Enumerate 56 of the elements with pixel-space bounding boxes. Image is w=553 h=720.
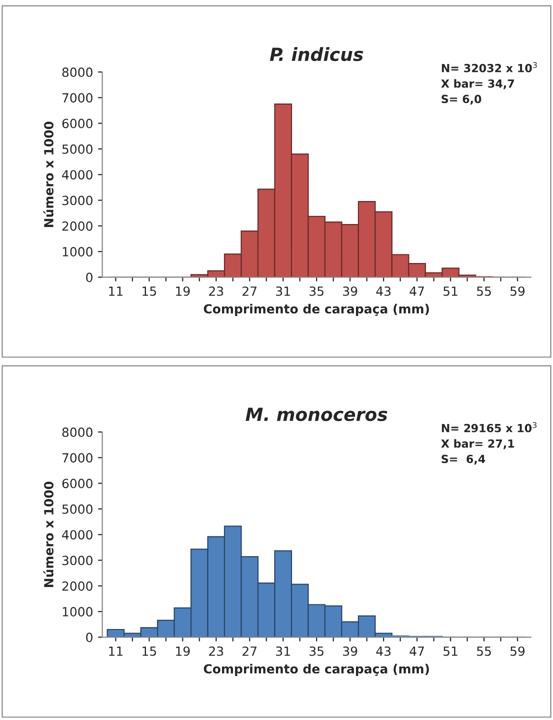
x-tick-label: 39	[343, 286, 358, 296]
annotation: N= 32032 x 10$^{3}$	[442, 62, 537, 72]
x-tick-label: 23	[209, 646, 224, 656]
y-tick-label: 0	[86, 632, 92, 642]
x-tick-label: 31	[276, 646, 290, 656]
y-axis-title: Número x 1000	[43, 122, 54, 228]
chart-title: P. indicus	[270, 47, 364, 62]
x-tick-label: 51	[444, 646, 458, 656]
x-axis-title: Comprimento de carapaça (mm)	[204, 664, 429, 676]
y-tick-label: 2000	[62, 221, 92, 231]
y-tick-label: 7000	[62, 93, 92, 103]
y-tick-label: 3000	[62, 196, 92, 206]
x-tick-label: 23	[209, 286, 224, 296]
x-tick-label: 59	[510, 646, 525, 656]
x-tick-label: 55	[477, 646, 491, 656]
y-tick-label: 8000	[62, 427, 92, 437]
x-tick-label: 51	[444, 286, 458, 296]
annotation: X bar= 27,1	[441, 439, 514, 450]
x-axis-title: Comprimento de carapaça (mm)	[204, 304, 429, 316]
x-tick-label: 39	[343, 646, 358, 656]
y-tick-label: 5000	[62, 504, 92, 514]
x-tick-label: 15	[142, 286, 156, 296]
x-tick-label: 47	[410, 646, 424, 656]
y-tick-label: 5000	[62, 144, 92, 154]
x-tick-label: 19	[176, 286, 190, 296]
x-tick-label: 35	[310, 646, 324, 656]
x-tick-label: 47	[410, 286, 424, 296]
x-tick-label: 27	[242, 646, 257, 656]
y-tick-label: 0	[86, 272, 92, 282]
y-tick-label: 7000	[62, 453, 92, 463]
annotation: N= 29165 x 10$^{3}$	[442, 422, 537, 432]
x-tick-label: 11	[109, 286, 122, 296]
y-tick-label: 4000	[62, 530, 92, 540]
x-tick-label: 43	[376, 646, 391, 656]
annotation: S= 6,0	[442, 94, 482, 105]
x-tick-label: 27	[242, 286, 257, 296]
y-tick-label: 1000	[62, 247, 92, 256]
y-tick-label: 1000	[62, 607, 92, 616]
y-tick-label: 6000	[62, 478, 92, 488]
annotation: S= 6,4	[442, 454, 486, 465]
x-tick-label: 15	[142, 646, 156, 656]
x-tick-label: 31	[276, 286, 290, 296]
y-tick-label: 3000	[62, 556, 92, 566]
y-tick-label: 4000	[62, 170, 92, 180]
chart-title: M. monoceros	[246, 408, 388, 422]
y-tick-label: 2000	[62, 581, 92, 591]
y-tick-label: 6000	[62, 118, 92, 128]
y-axis-title: Número x 1000	[43, 482, 54, 588]
annotation: X bar= 34,7	[441, 79, 514, 90]
y-tick-label: 8000	[62, 67, 92, 77]
x-tick-label: 43	[376, 286, 391, 296]
x-tick-label: 11	[109, 646, 122, 656]
x-tick-label: 55	[477, 286, 491, 296]
x-tick-label: 59	[510, 286, 525, 296]
x-tick-label: 35	[310, 286, 324, 296]
x-tick-label: 19	[176, 646, 190, 656]
